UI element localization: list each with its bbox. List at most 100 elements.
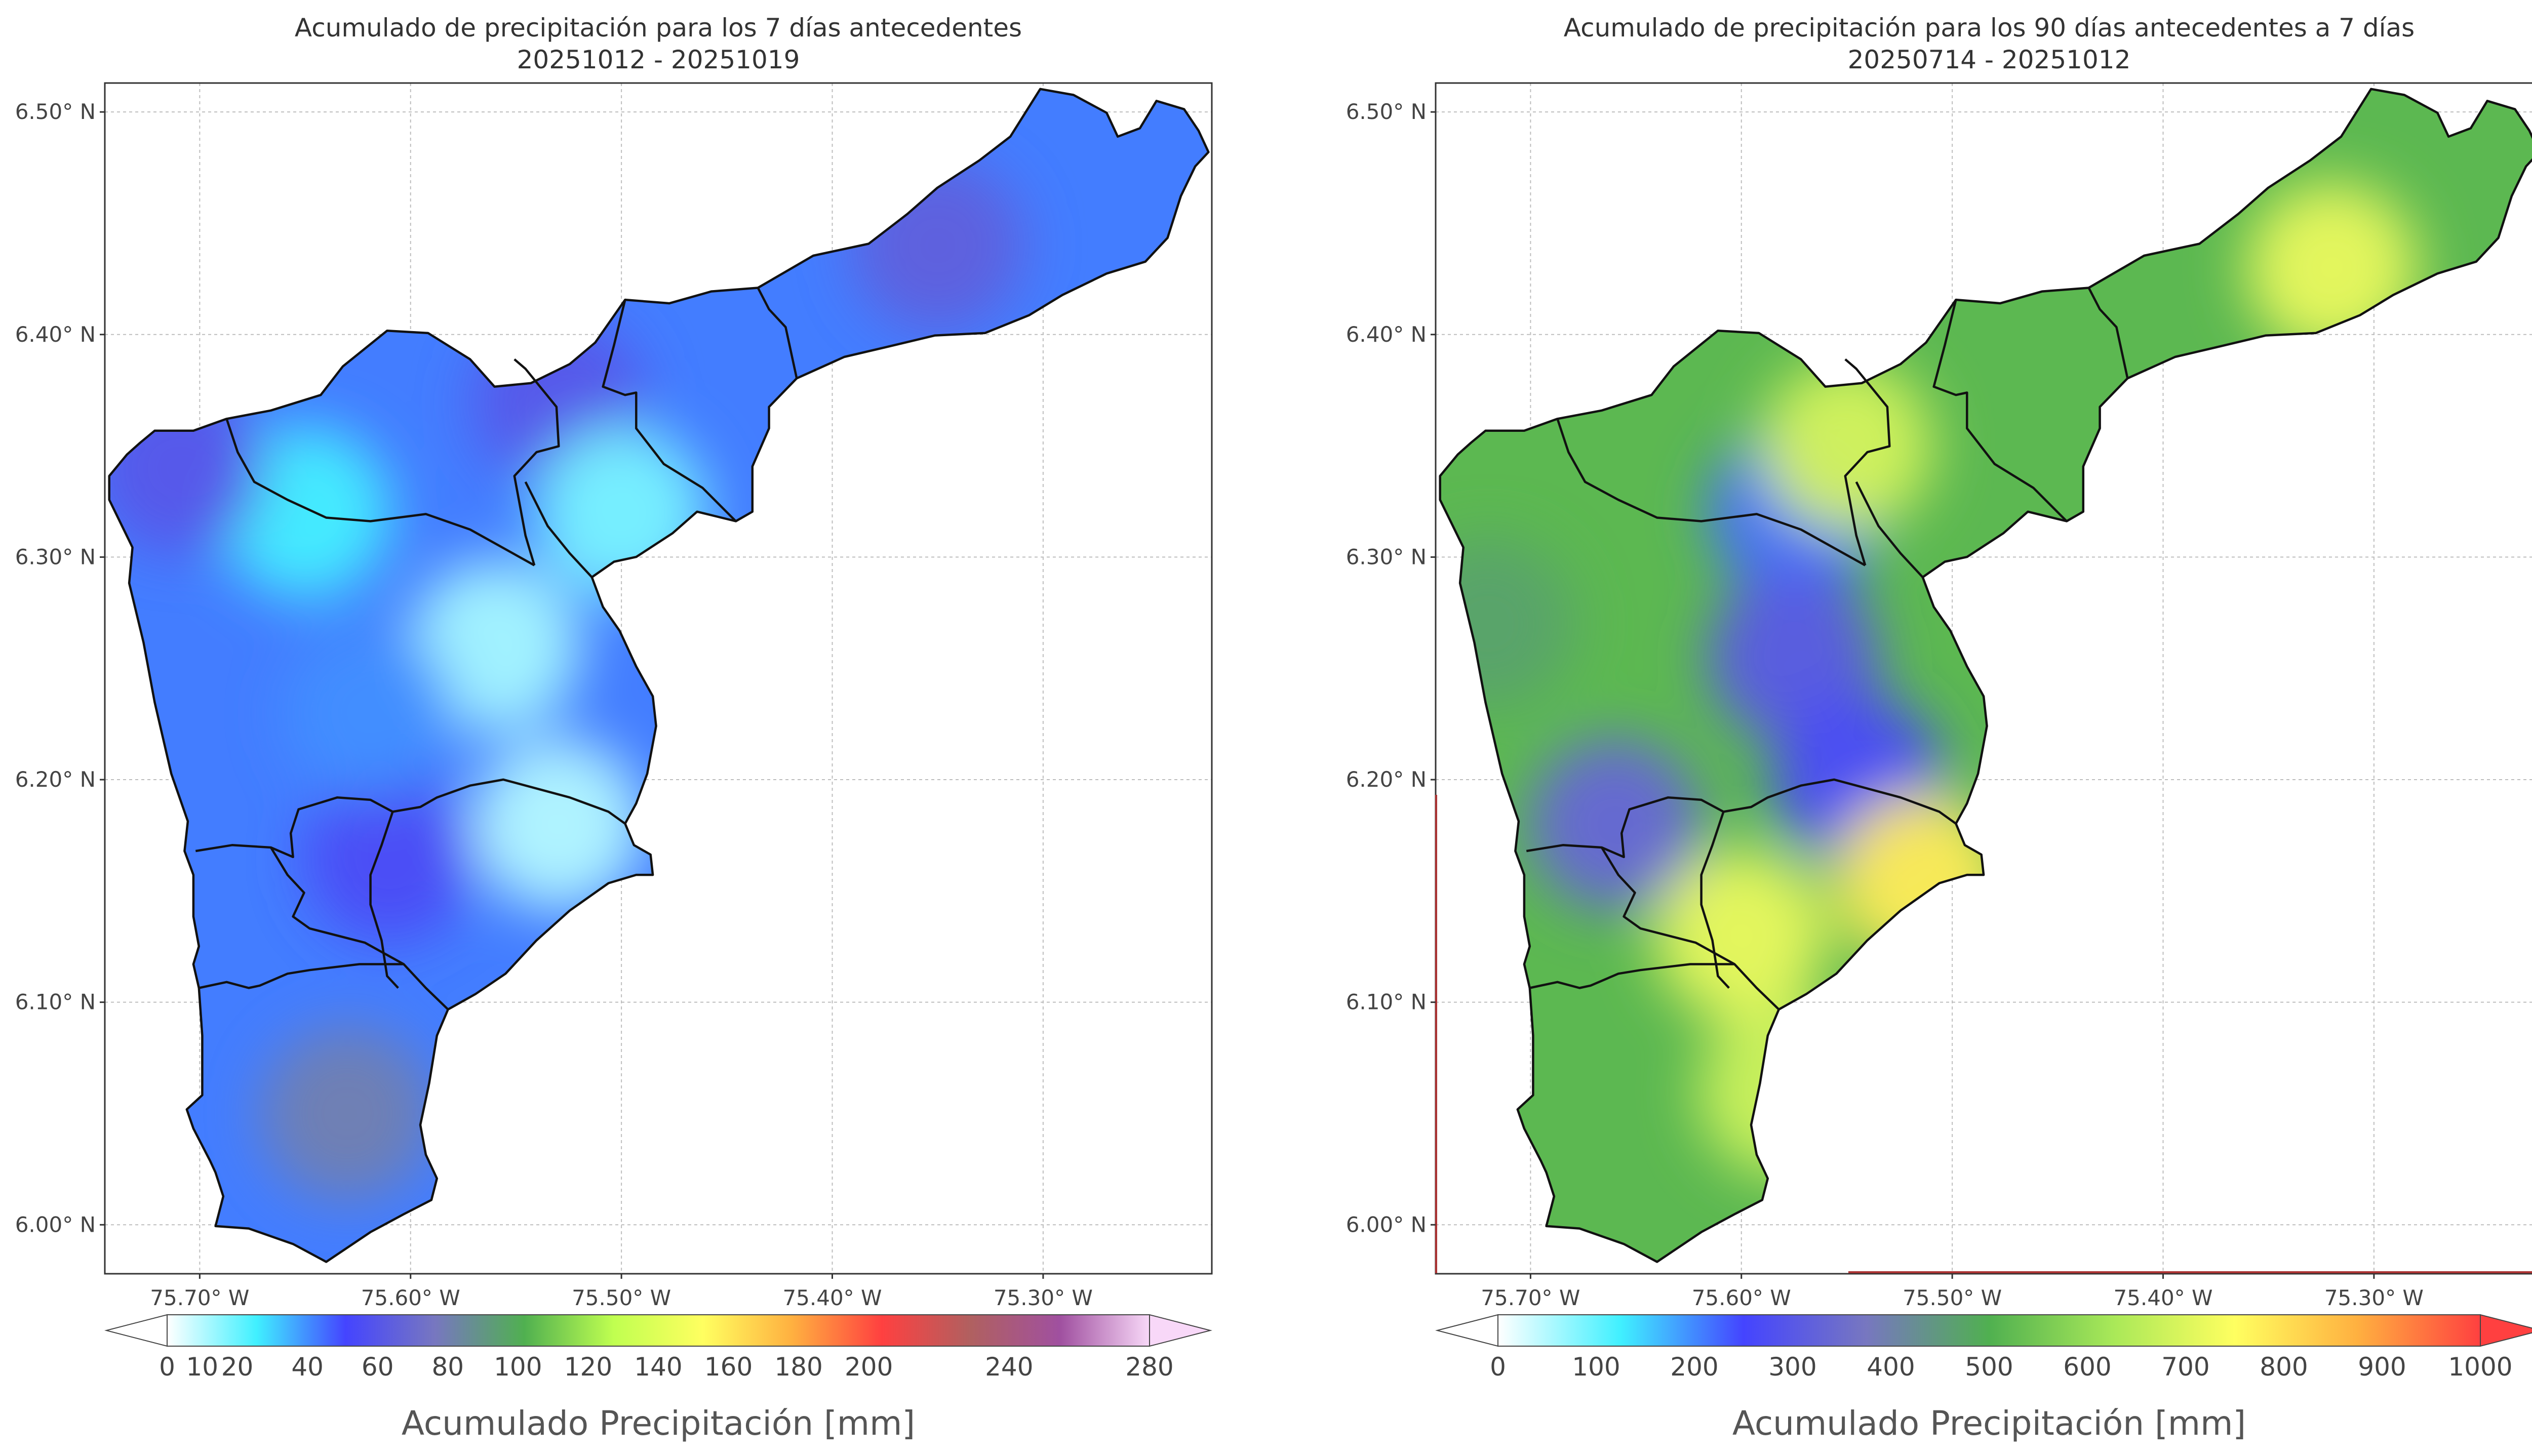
colorbar-tick-label: 400 [1867, 1352, 1915, 1382]
panel-title: Acumulado de precipitación para los 90 d… [1564, 13, 2415, 43]
colorbar-tick-label: 0 [159, 1352, 175, 1382]
subbasin-border [1855, 481, 1924, 578]
colorbar-tick-label: 900 [2358, 1352, 2406, 1382]
colorbar-tick-label: 10 [186, 1352, 218, 1382]
y-tick-label: 6.40° N [1346, 322, 1427, 347]
colorbar-tick-label: 20 [221, 1352, 254, 1382]
precip-value-blob [282, 627, 455, 799]
y-tick-label: 6.40° N [15, 322, 96, 347]
precip-value-blob [535, 426, 708, 599]
panel-7-day-precipitation: Acumulado de precipitación para los 7 dí… [15, 13, 1213, 1443]
colorbar-tick-label: 160 [704, 1352, 753, 1382]
subbasin-border [1526, 778, 1957, 859]
map-frame [1435, 82, 2532, 1275]
colorbar-tick-label: 280 [1125, 1352, 1173, 1382]
precip-value-blob [409, 560, 581, 733]
x-tick-label: 75.30° W [2324, 1285, 2424, 1310]
precipitation-field [1440, 89, 2532, 1262]
colorbar-extend-low [1435, 1314, 1498, 1347]
panel-date-range: 20251012 - 20251019 [517, 45, 800, 74]
x-tick-label: 75.50° W [1903, 1285, 2002, 1310]
y-tick-label: 6.10° N [15, 990, 96, 1015]
colorbar-tick-label: 100 [1572, 1352, 1620, 1382]
y-tick-label: 6.00° N [15, 1212, 96, 1237]
colorbar-extend-low [104, 1314, 168, 1347]
precip-value-blob [1655, 849, 1828, 1022]
colorbar-tick-label: 200 [845, 1352, 893, 1382]
subbasin-border [1700, 811, 1730, 989]
subbasin-border [1600, 846, 1780, 1010]
precipitation-map [1439, 88, 2532, 1263]
y-tick-label: 6.00° N [1346, 1212, 1427, 1237]
x-tick-label: 75.70° W [1481, 1285, 1580, 1310]
y-axis-ticks: 6.50° N 6.40° N 6.30° N 6.20° N 6.10° N 6.00°… [15, 99, 105, 1237]
colorbar-tick-label: 80 [431, 1352, 464, 1382]
precipitation-field [109, 89, 1209, 1262]
subbasin-border [1556, 418, 1866, 567]
precip-value-blob [1834, 793, 2007, 966]
x-tick-label: 75.70° W [150, 1285, 249, 1310]
precip-value-blob [303, 771, 476, 944]
colorbar-tick-label: 1000 [2448, 1352, 2512, 1382]
colorbar-tick-label: 240 [985, 1352, 1033, 1382]
y-tick-label: 6.30° N [1346, 544, 1427, 569]
precip-value-blob [472, 738, 645, 910]
subbasin-border [1529, 963, 1735, 989]
x-tick-label: 75.30° W [994, 1285, 1093, 1310]
colorbar-tick-label: 60 [362, 1352, 394, 1382]
subbasin-border [524, 481, 593, 578]
subbasin-border [513, 358, 560, 566]
subbasin-border [199, 963, 404, 989]
colorbar-tick-label: 500 [1965, 1352, 2013, 1382]
colorbar-tick-label: 100 [494, 1352, 542, 1382]
region-outline [108, 88, 1210, 1263]
subbasin-border [602, 299, 737, 522]
y-tick-label: 6.10° N [1346, 990, 1427, 1015]
panel-90-day-precipitation: Acumulado de precipitación para los 90 d… [1346, 13, 2532, 1443]
x-tick-label: 75.40° W [782, 1285, 882, 1310]
x-axis-ticks: 75.70° W 75.60° W 75.50° W 75.40° W 75.30° W [150, 1274, 1093, 1310]
colorbar-gradient [167, 1315, 1150, 1346]
subbasin-border [269, 846, 449, 1010]
y-axis-ticks: 6.50° N 6.40° N 6.30° N 6.20° N 6.10° N 6.00°… [1346, 99, 1436, 1237]
colorbar-label: Acumulado Precipitación [mm] [1732, 1404, 2246, 1443]
y-tick-label: 6.20° N [15, 767, 96, 792]
subbasin-border [1932, 299, 2068, 522]
y-tick-label: 6.50° N [15, 99, 96, 124]
y-tick-label: 6.50° N [1346, 99, 1427, 124]
subbasin-border [2087, 287, 2129, 379]
colorbar-extend-high [2480, 1314, 2532, 1347]
subbasin-border [195, 778, 626, 859]
colorbar-tick-label: 0 [1490, 1352, 1506, 1382]
subbasin-border [225, 418, 535, 567]
colorbar-tick-label: 40 [291, 1352, 324, 1382]
colorbar-tick-label: 140 [634, 1352, 682, 1382]
colorbar-tick-label: 700 [2161, 1352, 2209, 1382]
x-axis-ticks: 75.70° W 75.60° W 75.50° W 75.40° W 75.30° W [1481, 1274, 2424, 1310]
colorbar-frame [1497, 1314, 2481, 1347]
colorbar-tick-label: 800 [2260, 1352, 2308, 1382]
precip-value-blob [851, 159, 1024, 332]
colorbar: 0 10 20 40 60 80 100 120 140 160 180 200 240 280 [104, 1314, 1212, 1382]
x-tick-label: 75.50° W [572, 1285, 671, 1310]
precip-value-blob [1440, 538, 1575, 710]
colorbar-tick-label: 300 [1768, 1352, 1816, 1382]
subbasin-border [757, 287, 798, 379]
colorbar-gradient [1498, 1315, 2480, 1346]
colorbar-tick-label: 180 [774, 1352, 822, 1382]
colorbar-tick-label: 200 [1670, 1352, 1718, 1382]
x-tick-label: 75.40° W [2113, 1285, 2212, 1310]
colorbar: 0 100 200 300 400 500 600 700 800 900 1000 [1435, 1314, 2532, 1382]
colorbar-frame [167, 1314, 1150, 1347]
colorbar-extend-high [1149, 1314, 1212, 1347]
map-frame [104, 82, 1213, 1275]
colorbar-tick-label: 120 [564, 1352, 612, 1382]
precip-value-blob [2245, 181, 2418, 354]
panel-title: Acumulado de precipitación para los 7 dí… [295, 13, 1022, 43]
precip-value-blob [1760, 359, 1933, 532]
subbasin-border [1844, 358, 1891, 566]
precip-value-blob [109, 382, 265, 554]
field-base [109, 89, 1209, 1262]
precip-value-blob [1697, 1005, 1870, 1178]
